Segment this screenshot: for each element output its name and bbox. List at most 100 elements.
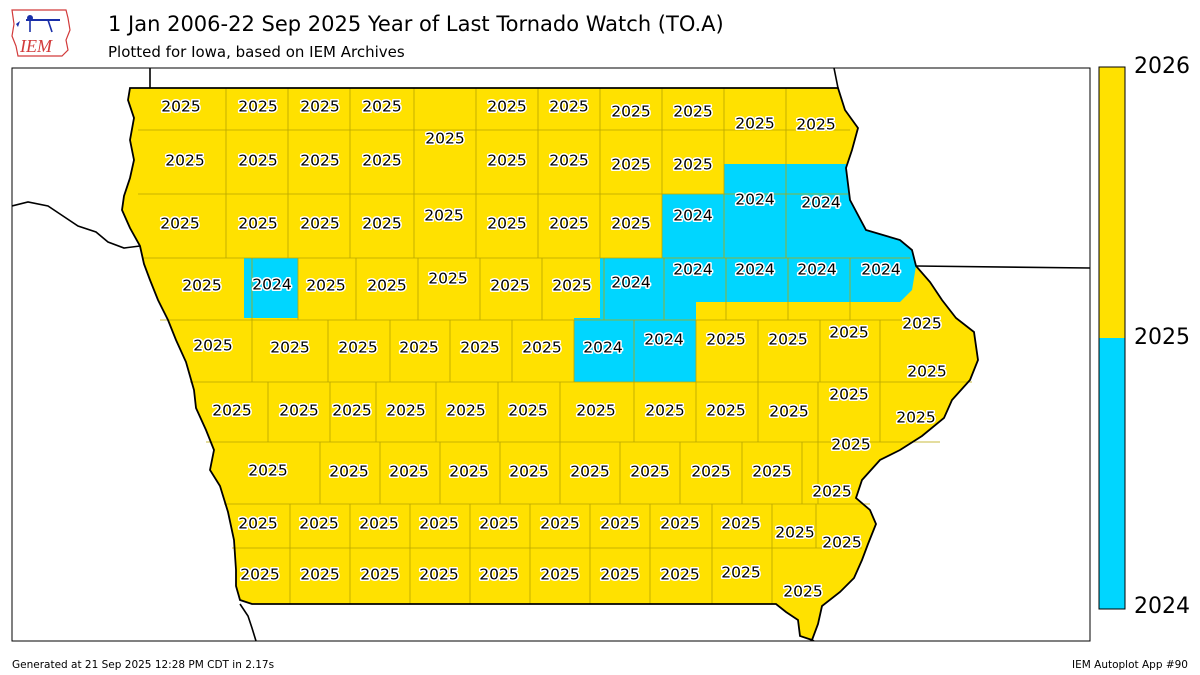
county-label: 2025: [522, 339, 561, 357]
county-label: 2025: [386, 402, 425, 420]
iem-logo: IEM: [11, 9, 71, 57]
county-label: 2025: [752, 463, 791, 481]
county-label: 2025: [721, 564, 760, 582]
county-label: 2025: [611, 215, 650, 233]
county-label: 2025: [300, 215, 339, 233]
county-label: 2025: [552, 277, 591, 295]
labels-2024: 2024 2024 2024 2024 2024 2024 2024 2024 2024 2024…: [251, 189, 902, 358]
map-title: 1 Jan 2006-22 Sep 2025 Year of Last Torn…: [108, 12, 724, 36]
colorbar-label-mid: 2025: [1134, 325, 1190, 350]
county-label-2024: 2024: [583, 339, 622, 357]
county-label: 2025: [160, 215, 199, 233]
county-label: 2025: [896, 409, 935, 427]
county-label: 2025: [306, 277, 345, 295]
county-label: 2025: [829, 386, 868, 404]
county-label-2024: 2024: [735, 191, 774, 209]
county-label: 2025: [182, 277, 221, 295]
county-label: 2025: [673, 103, 712, 121]
county-label: 2025: [549, 152, 588, 170]
county-label-2024: 2024: [673, 261, 712, 279]
county-label: 2025: [360, 566, 399, 584]
colorbar: [1098, 66, 1126, 610]
county-label: 2025: [300, 566, 339, 584]
county-label: 2025: [822, 534, 861, 552]
county-label-2024: 2024: [801, 194, 840, 212]
county-label: 2025: [508, 402, 547, 420]
county-label: 2025: [362, 98, 401, 116]
county-label: 2025: [660, 515, 699, 533]
county-label: 2025: [673, 156, 712, 174]
map-frame: [11, 67, 1091, 642]
iowa-state-fill: [122, 88, 978, 640]
labels-2025: 2025 2025 2025 2025 2025 2025 2025 2025 2025 2025…: [159, 96, 948, 602]
county-label: 2025: [238, 98, 277, 116]
county-label: 2025: [238, 215, 277, 233]
county-label: 2025: [193, 337, 232, 355]
county-label: 2025: [721, 515, 760, 533]
county-label-2024: 2024: [252, 276, 291, 294]
county-label: 2025: [600, 566, 639, 584]
county-label-2024: 2024: [861, 261, 900, 279]
county-label: 2025: [332, 402, 371, 420]
colorbar-label-bottom: 2024: [1134, 594, 1190, 619]
county-label: 2025: [630, 463, 669, 481]
county-label: 2025: [691, 463, 730, 481]
county-label: 2025: [600, 515, 639, 533]
county-label: 2025: [509, 463, 548, 481]
county-label: 2025: [549, 98, 588, 116]
county-label: 2025: [460, 339, 499, 357]
county-label: 2025: [775, 524, 814, 542]
county-label: 2025: [362, 215, 401, 233]
footer-app: IEM Autoplot App #90: [1072, 659, 1188, 671]
county-label: 2025: [487, 152, 526, 170]
county-label: 2025: [338, 339, 377, 357]
county-label: 2025: [907, 363, 946, 381]
county-label: 2025: [812, 483, 851, 501]
county-label-2024: 2024: [611, 274, 650, 292]
county-label: 2025: [248, 462, 287, 480]
county-label-2024: 2024: [735, 261, 774, 279]
county-label: 2025: [446, 402, 485, 420]
county-label: 2025: [419, 515, 458, 533]
logo-text: IEM: [19, 36, 53, 56]
county-label: 2025: [425, 130, 464, 148]
county-label: 2025: [902, 315, 941, 333]
year-2024-counties: [244, 164, 916, 382]
county-label: 2025: [238, 152, 277, 170]
colorbar-label-top: 2026: [1134, 54, 1190, 79]
county-label: 2025: [490, 277, 529, 295]
county-label: 2025: [399, 339, 438, 357]
county-label: 2025: [645, 402, 684, 420]
county-label: 2025: [212, 402, 251, 420]
county-label: 2025: [389, 463, 428, 481]
county-label: 2025: [735, 115, 774, 133]
footer-generated: Generated at 21 Sep 2025 12:28 PM CDT in…: [12, 659, 275, 671]
county-label: 2025: [768, 331, 807, 349]
county-label: 2025: [796, 116, 835, 134]
county-label: 2025: [165, 152, 204, 170]
county-label: 2025: [362, 152, 401, 170]
county-label: 2025: [831, 436, 870, 454]
colorbar-2024-segment: [1099, 338, 1125, 609]
county-label: 2025: [611, 156, 650, 174]
county-label: 2025: [479, 566, 518, 584]
county-label: 2025: [367, 277, 406, 295]
county-label: 2025: [329, 463, 368, 481]
county-label: 2025: [299, 515, 338, 533]
county-label: 2025: [238, 515, 277, 533]
county-label: 2025: [783, 583, 822, 601]
county-label: 2025: [769, 403, 808, 421]
county-label: 2025: [428, 270, 467, 288]
neighbor-state-borders: [12, 68, 1090, 641]
county-label: 2025: [540, 515, 579, 533]
county-label: 2025: [270, 339, 309, 357]
county-label: 2025: [424, 207, 463, 225]
county-label: 2025: [706, 402, 745, 420]
county-label: 2025: [300, 152, 339, 170]
county-label: 2025: [300, 98, 339, 116]
county-label: 2025: [576, 402, 615, 420]
county-label: 2025: [279, 402, 318, 420]
county-label: 2025: [449, 463, 488, 481]
county-label: 2025: [487, 215, 526, 233]
